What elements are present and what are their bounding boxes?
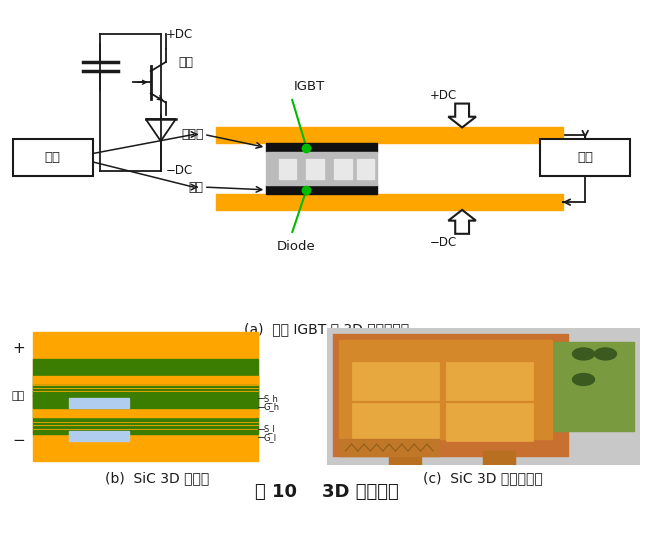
- Text: +: +: [12, 341, 25, 356]
- Bar: [216, 128, 563, 143]
- Text: 负载: 负载: [178, 56, 193, 68]
- Text: −DC: −DC: [430, 237, 456, 249]
- Bar: [357, 159, 374, 178]
- Bar: [306, 159, 324, 178]
- Bar: [483, 451, 515, 465]
- Text: G_h: G_h: [264, 402, 279, 411]
- Bar: [339, 439, 439, 456]
- Bar: [333, 334, 568, 456]
- Text: +DC: +DC: [430, 90, 456, 103]
- Bar: [33, 409, 258, 417]
- Bar: [279, 159, 296, 178]
- Polygon shape: [449, 104, 476, 128]
- Text: −: −: [12, 433, 25, 448]
- Bar: [33, 332, 258, 461]
- Bar: [69, 430, 129, 441]
- Bar: [33, 395, 258, 409]
- Bar: [266, 185, 377, 194]
- Bar: [389, 451, 421, 465]
- FancyBboxPatch shape: [12, 139, 93, 176]
- Text: IGBT: IGBT: [294, 80, 325, 92]
- Bar: [334, 159, 351, 178]
- Bar: [33, 359, 258, 434]
- Bar: [552, 342, 633, 430]
- Text: −DC: −DC: [166, 164, 193, 177]
- Text: G_l: G_l: [264, 433, 277, 442]
- Text: 输出: 输出: [12, 391, 25, 402]
- Bar: [33, 384, 258, 396]
- Bar: [266, 152, 377, 185]
- Bar: [351, 403, 439, 441]
- Text: 驱动: 驱动: [45, 151, 61, 164]
- Text: Diode: Diode: [276, 240, 315, 254]
- Text: 负载: 负载: [577, 151, 593, 164]
- Bar: [339, 340, 552, 439]
- Bar: [33, 376, 258, 384]
- Text: (c)  SiC 3D 封装实物图: (c) SiC 3D 封装实物图: [423, 471, 543, 485]
- Bar: [445, 403, 534, 441]
- Polygon shape: [449, 210, 476, 234]
- Text: S_l: S_l: [264, 425, 276, 433]
- FancyBboxPatch shape: [540, 139, 630, 176]
- Text: S_h: S_h: [264, 394, 279, 403]
- Bar: [216, 194, 563, 210]
- Bar: [351, 363, 439, 400]
- Bar: [266, 143, 377, 152]
- Text: 发射极: 发射极: [181, 128, 204, 141]
- Circle shape: [573, 373, 594, 386]
- Text: (a)  用于 IGBT 的 3D 封装示意图: (a) 用于 IGBT 的 3D 封装示意图: [244, 321, 409, 336]
- Text: 栅极: 栅极: [189, 180, 204, 194]
- Bar: [69, 398, 129, 409]
- Text: 图 10    3D 封装技术: 图 10 3D 封装技术: [255, 483, 398, 501]
- Circle shape: [573, 348, 594, 360]
- Text: +DC: +DC: [166, 28, 193, 41]
- Text: (b)  SiC 3D 侧视图: (b) SiC 3D 侧视图: [104, 471, 209, 485]
- Circle shape: [594, 348, 616, 360]
- Bar: [445, 363, 534, 400]
